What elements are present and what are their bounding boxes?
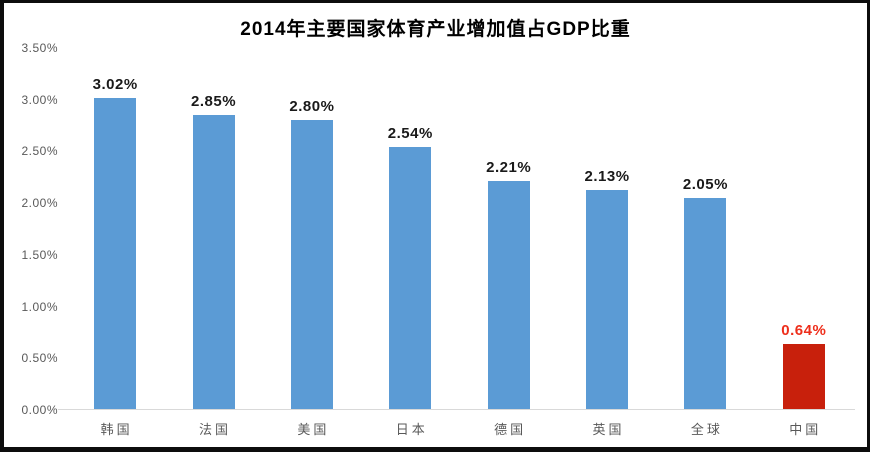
y-tick-label: 1.00% (21, 299, 58, 314)
y-tick-label: 3.50% (21, 41, 58, 55)
bar-category-label: 法国 (199, 422, 232, 437)
bar-value-label: 2.05% (682, 176, 728, 193)
bar-column: 2.85% 法国 (164, 48, 262, 437)
bar-category-label: 韩国 (100, 422, 133, 437)
bar-value-label: 2.85% (191, 93, 237, 111)
bar-column: 2.80% 美国 (263, 48, 361, 437)
x-axis-line (58, 409, 855, 410)
y-axis: 3.50% 3.00% 2.50% 2.00% 1.50% 1.00% 0.50% 0.00% (14, 41, 58, 417)
bar-value-label: 2.54% (387, 125, 433, 143)
y-tick-label: 0.00% (21, 403, 58, 417)
bar-value-label: 2.21% (486, 159, 532, 177)
bar-highlight (782, 343, 825, 410)
bar-default (586, 189, 629, 410)
bar-category-label: 日本 (395, 422, 428, 437)
bar-value-label: 2.13% (584, 167, 630, 185)
bar-column: 2.05% 全球 (656, 48, 754, 437)
bar-category-label: 英国 (592, 422, 625, 437)
y-tick-label: 3.00% (21, 92, 58, 107)
bar-default (487, 181, 530, 410)
plot-area: 3.50% 3.00% 2.50% 2.00% 1.50% 1.00% 0.50% 0.00%… (21, 41, 855, 437)
bar-category-label: 中国 (789, 422, 822, 437)
bar-default (192, 115, 235, 410)
bar-value-label: 3.02% (92, 75, 138, 93)
y-tick-label: 2.50% (21, 144, 58, 159)
bar-default (389, 147, 432, 410)
y-tick-label: 0.50% (21, 351, 58, 366)
bar-column: 2.21% 德国 (460, 48, 558, 437)
y-tick-label: 1.50% (21, 247, 58, 262)
bar-value-label: 2.80% (289, 98, 335, 116)
bar-column: 2.13% 英国 (558, 48, 656, 437)
y-tick-label: 2.00% (21, 196, 58, 211)
bar-value-label: 0.64% (781, 321, 827, 339)
bar-default (94, 97, 137, 410)
bar-column: 0.64% 中国 (755, 48, 853, 437)
bar-category-label: 美国 (297, 422, 330, 437)
bar-column: 2.54% 日本 (361, 48, 459, 437)
bars-container: 3.02% 韩国 2.85% 法国 2.80% 美国 2.54% 日本 2.21% 德国 2.13%… (66, 48, 853, 437)
bar-category-label: 全球 (690, 422, 723, 437)
bar-column: 3.02% 韩国 (66, 48, 164, 437)
bar-category-label: 德国 (494, 422, 527, 437)
bar-default (290, 120, 333, 410)
bar-default (684, 198, 727, 410)
chart-title: 2014年主要国家体育产业增加值占GDP比重 (240, 19, 631, 40)
